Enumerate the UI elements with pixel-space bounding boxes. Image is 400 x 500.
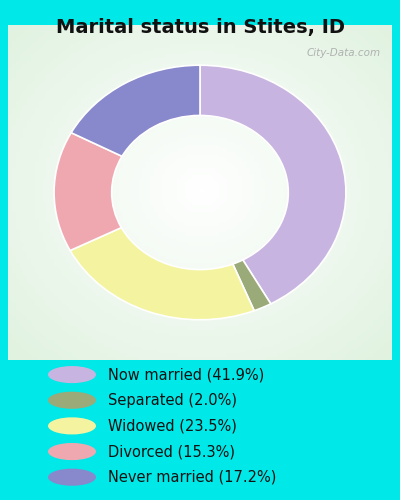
Text: Separated (2.0%): Separated (2.0%)	[108, 393, 237, 408]
Wedge shape	[233, 260, 271, 310]
Text: Divorced (15.3%): Divorced (15.3%)	[108, 444, 235, 459]
Text: Now married (41.9%): Now married (41.9%)	[108, 367, 264, 382]
Circle shape	[48, 392, 96, 409]
Wedge shape	[70, 228, 254, 320]
Text: City-Data.com: City-Data.com	[306, 48, 380, 58]
Wedge shape	[200, 65, 346, 304]
Circle shape	[48, 418, 96, 434]
Wedge shape	[54, 132, 122, 250]
Circle shape	[48, 366, 96, 383]
Wedge shape	[71, 65, 200, 156]
Circle shape	[48, 443, 96, 460]
Circle shape	[48, 468, 96, 486]
Text: Never married (17.2%): Never married (17.2%)	[108, 470, 276, 484]
Text: Marital status in Stites, ID: Marital status in Stites, ID	[56, 18, 344, 36]
Text: Widowed (23.5%): Widowed (23.5%)	[108, 418, 237, 434]
